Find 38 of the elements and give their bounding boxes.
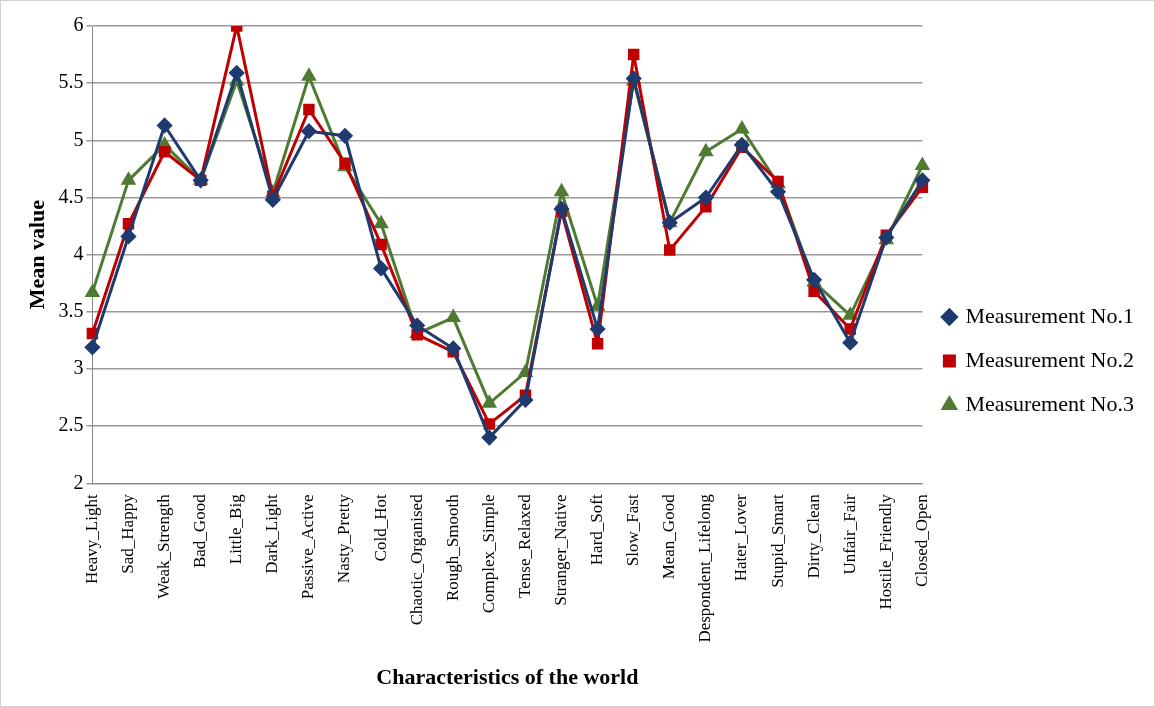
x-tick-label: Hard_Soft <box>587 494 607 566</box>
x-tick-label: Hostile_Friendly <box>875 493 895 610</box>
x-tick-label: Dirty_Clean <box>803 493 823 579</box>
y-tick-label: 3.5 <box>58 299 84 322</box>
x-tick-label: Tense_Relaxed <box>514 493 534 598</box>
y-tick-label: 2.5 <box>58 413 84 436</box>
x-tick-label: Stranger_Native <box>550 494 570 606</box>
x-tick-label: Chaotic_Organised <box>406 493 426 626</box>
legend-label: Measurement No.1 <box>965 302 1134 328</box>
x-tick-label: Heavy_Light <box>81 494 101 585</box>
y-tick-label: 2 <box>73 470 84 493</box>
y-tick-label: 5.5 <box>58 70 84 93</box>
x-tick-label: Rough_Smooth <box>442 493 462 602</box>
y-axis-title: Mean value <box>23 199 49 310</box>
x-tick-label: Despondent_Lifelong <box>695 493 715 643</box>
x-tick-label: Nasty_Pretty <box>334 493 354 584</box>
y-tick-label: 5 <box>73 127 84 150</box>
x-tick-label: Complex_Simple <box>478 494 498 614</box>
x-tick-label: Dark_Light <box>262 494 282 574</box>
x-tick-label: Sad_Happy <box>117 493 137 574</box>
x-axis-title: Characteristics of the world <box>376 664 639 690</box>
x-tick-label: Cold_Hot <box>370 494 390 562</box>
x-tick-label: Stupid_Smart <box>767 494 787 588</box>
x-tick-label: Bad_Good <box>190 493 210 569</box>
y-tick-label: 4 <box>73 241 84 264</box>
x-tick-label: Hater_Lover <box>731 494 751 582</box>
legend-label: Measurement No.2 <box>965 346 1134 372</box>
x-tick-label: Weak_Strength <box>154 493 174 599</box>
legend-label: Measurement No.3 <box>965 390 1134 416</box>
y-tick-label: 4.5 <box>58 184 84 207</box>
x-tick-label: Mean_Good <box>659 493 679 580</box>
x-tick-label: Slow_Fast <box>623 494 643 567</box>
x-tick-label: Unfair_Fair <box>839 494 859 575</box>
x-tick-label: Passive_Active <box>298 494 318 600</box>
y-tick-label: 3 <box>73 356 84 379</box>
y-tick-label: 6 <box>73 13 84 36</box>
x-tick-label: Little_Big <box>226 493 246 565</box>
x-tick-label: Closed_Open <box>911 493 931 587</box>
